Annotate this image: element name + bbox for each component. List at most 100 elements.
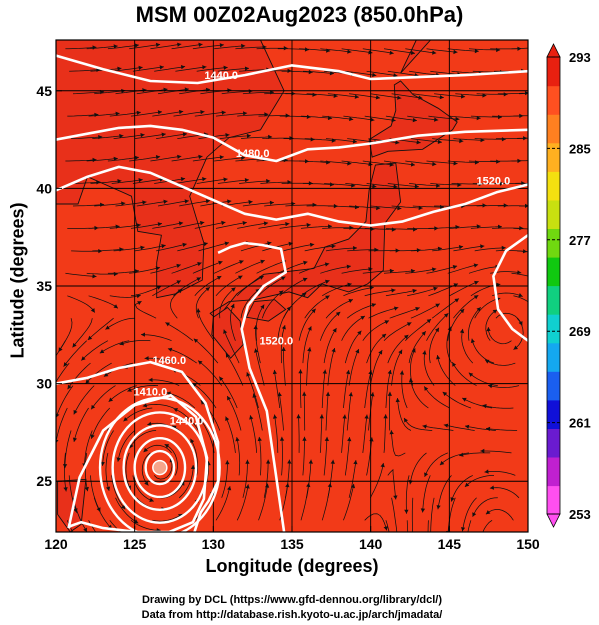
streamline-arrow [227, 199, 232, 204]
streamline-arrow [458, 245, 464, 250]
streamline [279, 115, 311, 118]
streamline [348, 460, 357, 498]
streamline-arrow [278, 290, 284, 295]
streamline-arrow [303, 260, 308, 265]
streamline [221, 460, 228, 498]
streamline [215, 222, 247, 229]
streamline [67, 362, 91, 390]
streamline-arrow [376, 205, 381, 211]
streamline [476, 205, 508, 207]
streamline [64, 430, 72, 469]
streamline [236, 275, 264, 297]
streamline [299, 48, 331, 52]
streamline [86, 158, 118, 162]
streamline [223, 329, 240, 364]
streamline-arrow [287, 459, 292, 464]
streamline-arrow [108, 397, 113, 402]
streamline-arrow [225, 460, 230, 465]
streamline-arrow [137, 301, 142, 305]
streamline-arrow [489, 485, 495, 490]
streamline [196, 178, 228, 184]
streamline-arrow [136, 110, 141, 115]
streamline [298, 308, 316, 341]
streamline-arrow [221, 220, 226, 226]
streamline [132, 178, 164, 184]
streamline-arrow [141, 332, 145, 337]
streamline-arrow [416, 140, 421, 145]
streamline [192, 382, 217, 409]
streamline [349, 205, 381, 209]
x-axis-label: Longitude (degrees) [205, 556, 379, 576]
streamline-arrow [281, 325, 286, 330]
streamline [256, 260, 287, 274]
streamline [105, 317, 135, 330]
streamline-arrow [254, 348, 259, 353]
streamline [283, 138, 315, 140]
streamline [280, 324, 286, 364]
streamline-arrow [415, 307, 420, 311]
streamline-arrow [330, 459, 335, 464]
streamline [383, 270, 416, 274]
streamline [320, 160, 352, 165]
streamline [391, 349, 403, 386]
streamline-arrow [242, 221, 247, 226]
streamline-arrow [433, 286, 438, 291]
streamline-arrow [246, 372, 251, 377]
streamline [455, 93, 487, 96]
streamline [219, 376, 238, 409]
streamline-arrow [443, 313, 449, 318]
streamline-arrow [200, 110, 205, 115]
streamline [142, 404, 174, 409]
contour-label: 1520.0 [259, 336, 293, 348]
streamline [197, 360, 223, 386]
streamline [364, 513, 388, 531]
streamline [258, 483, 269, 521]
colorbar-segment [547, 114, 560, 144]
streamline [370, 349, 383, 386]
streamline [246, 372, 259, 409]
streamline-arrow [219, 376, 224, 381]
streamline-arrow [404, 418, 408, 423]
streamline [90, 180, 122, 184]
streamline-arrow [192, 383, 197, 388]
streamline-arrow [280, 276, 286, 281]
streamline [366, 333, 387, 364]
streamline [115, 201, 147, 207]
streamline-arrow [289, 136, 294, 141]
streamline [166, 392, 196, 409]
streamline-arrow [85, 379, 90, 384]
streamline [86, 272, 118, 275]
cyclone-contour [144, 449, 176, 486]
streamline [468, 266, 500, 274]
streamline-arrow [422, 424, 427, 429]
streamline [348, 348, 360, 386]
streamline-arrow [267, 241, 272, 246]
streamline-arrow [155, 42, 161, 48]
streamline-arrow [161, 244, 166, 249]
streamline-arrow [462, 397, 467, 402]
streamline [134, 300, 157, 319]
streamline [484, 471, 516, 476]
streamline-arrow [225, 416, 230, 421]
streamline [111, 66, 143, 72]
streamline [513, 295, 528, 303]
height-contour [217, 241, 287, 532]
streamline [391, 93, 423, 99]
y-tick-label: 45 [36, 83, 52, 99]
streamline-arrow [347, 49, 352, 54]
colorbar-segment [547, 342, 560, 372]
streamline [102, 430, 114, 466]
streamline-arrow [165, 322, 170, 327]
streamline-arrow [354, 94, 359, 99]
streamline-arrow [461, 94, 466, 99]
streamline-arrow [177, 42, 182, 47]
data-credit: Data from http://database.rish.kyoto-u.a… [141, 609, 443, 621]
streamline-arrow [63, 487, 68, 492]
streamline-arrow [464, 482, 470, 487]
streamline-arrow [244, 178, 249, 183]
streamline [221, 90, 253, 95]
streamline-arrow [542, 68, 546, 72]
streamline [322, 283, 352, 297]
streamline [179, 200, 211, 207]
streamline [513, 317, 524, 350]
